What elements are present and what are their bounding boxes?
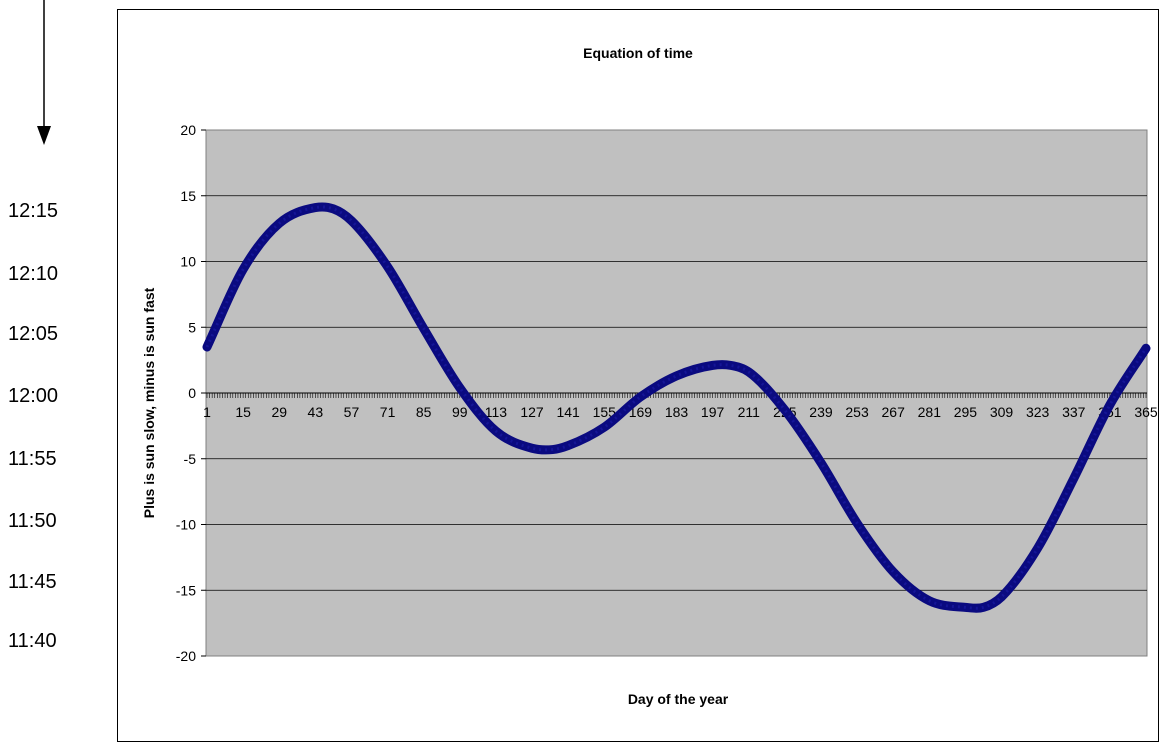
x-tick-label-43: 43 bbox=[308, 404, 324, 420]
time-label-1205: 12:05 bbox=[8, 323, 59, 345]
y-tick-label-15: 15 bbox=[180, 188, 196, 204]
chart-title: Equation of time bbox=[583, 45, 693, 61]
x-tick-label-211: 211 bbox=[738, 404, 761, 420]
y-tick-label--10: -10 bbox=[176, 517, 196, 533]
x-tick-marks bbox=[206, 393, 1147, 398]
x-tick-label-15: 15 bbox=[235, 404, 251, 420]
x-tick-label-71: 71 bbox=[380, 404, 396, 420]
y-tick-label-10: 10 bbox=[180, 254, 196, 270]
x-tick-label-155: 155 bbox=[593, 404, 617, 420]
equation-of-time-chart: Equation of time 20 15 10 5 0 -5 -10 -15 -20 1 15 2… bbox=[141, 45, 1158, 707]
time-label-1140: 11:40 bbox=[8, 630, 57, 652]
x-tick-label-29: 29 bbox=[271, 404, 287, 420]
x-tick-label-323: 323 bbox=[1026, 404, 1050, 420]
y-tick-label--5: -5 bbox=[184, 451, 197, 467]
x-tick-label-197: 197 bbox=[701, 404, 725, 420]
x-tick-label-99: 99 bbox=[452, 404, 468, 420]
y-tick-label-20: 20 bbox=[180, 122, 196, 138]
x-axis-title: Day of the year bbox=[628, 691, 729, 707]
x-tick-label-169: 169 bbox=[629, 404, 653, 420]
chart-area: Equation of time 20 15 10 5 0 -5 -10 -15 -20 1 15 2… bbox=[117, 9, 1159, 742]
time-label-1215: 12:15 bbox=[8, 200, 59, 222]
x-tick-label-267: 267 bbox=[882, 404, 906, 420]
x-tick-label-295: 295 bbox=[954, 404, 978, 420]
x-tick-label-1: 1 bbox=[203, 404, 211, 420]
x-tick-label-253: 253 bbox=[845, 404, 869, 420]
x-tick-label-337: 337 bbox=[1062, 404, 1086, 420]
x-tick-label-365: 365 bbox=[1134, 404, 1158, 420]
time-label-1155: 11:55 bbox=[8, 448, 57, 470]
x-tick-label-239: 239 bbox=[809, 404, 833, 420]
y-axis-title: Plus is sun slow, minus is sun fast bbox=[141, 287, 157, 518]
x-tick-label-309: 309 bbox=[990, 404, 1014, 420]
time-label-1200: 12:00 bbox=[8, 385, 59, 407]
x-tick-label-127: 127 bbox=[520, 404, 544, 420]
down-arrow-icon bbox=[37, 0, 51, 145]
time-label-1145: 11:45 bbox=[8, 571, 57, 593]
x-tick-label-183: 183 bbox=[665, 404, 689, 420]
y-tick-label-5: 5 bbox=[188, 319, 196, 335]
series-line-0 bbox=[202, 202, 1151, 613]
time-label-1150: 11:50 bbox=[8, 510, 57, 532]
y-tick-label--20: -20 bbox=[176, 648, 196, 664]
x-tick-label-85: 85 bbox=[416, 404, 432, 420]
y-tick-label-0: 0 bbox=[188, 385, 196, 401]
time-label-1210: 12:10 bbox=[8, 263, 59, 285]
x-tick-label-113: 113 bbox=[485, 404, 508, 420]
y-tick-label--15: -15 bbox=[176, 582, 196, 598]
x-tick-label-281: 281 bbox=[918, 404, 942, 420]
x-tick-label-57: 57 bbox=[344, 404, 360, 420]
x-tick-label-141: 141 bbox=[556, 404, 580, 420]
